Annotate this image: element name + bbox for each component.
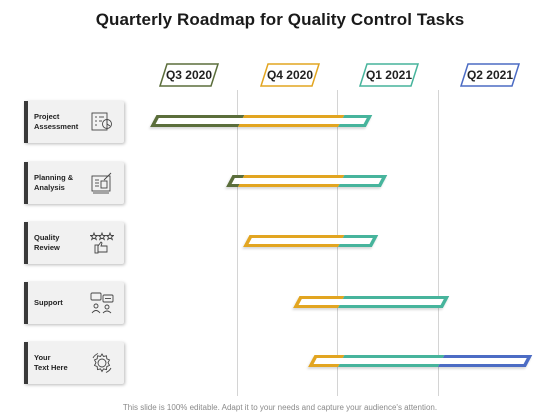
quarter-label: Q1 2021 <box>365 68 413 82</box>
timeline-bar-quality-review <box>243 235 379 247</box>
quarter-header-q4-2020: Q4 2020 <box>260 63 320 87</box>
quarter-label: Q2 2021 <box>466 68 514 82</box>
quarter-label: Q3 2020 <box>165 68 213 82</box>
task-label: Quality Review <box>34 233 60 252</box>
timeline-bar-project-assessment <box>150 115 373 127</box>
chat-people-icon <box>90 292 114 314</box>
gear-icon <box>92 353 112 373</box>
gridline-q4-2020 <box>237 90 238 396</box>
task-label: Support <box>34 298 63 307</box>
quarter-header-q2-2021: Q2 2021 <box>460 63 520 87</box>
quarter-header-q3-2020: Q3 2020 <box>159 63 219 87</box>
task-card-your-text-here: Your Text Here <box>24 342 124 384</box>
page-title: Quarterly Roadmap for Quality Control Ta… <box>95 10 465 29</box>
timeline-bar-your-text-here <box>308 355 533 367</box>
task-label: Project Assessment <box>34 112 79 131</box>
card-accent <box>24 282 28 324</box>
quarter-header-q1-2021: Q1 2021 <box>359 63 419 87</box>
task-label: Your Text Here <box>34 353 68 372</box>
card-accent <box>24 101 28 143</box>
card-accent <box>24 222 28 264</box>
timeline-bar-planning-analysis <box>226 175 388 187</box>
timeline-bar-support <box>293 296 450 308</box>
task-card-planning-analysis: Planning & Analysis <box>24 162 124 204</box>
task-card-support: Support <box>24 282 124 324</box>
gridline-q2-2021 <box>438 90 439 396</box>
task-card-project-assessment: Project Assessment <box>24 101 124 143</box>
thumbs-up-stars-icon <box>90 231 114 254</box>
task-label: Planning & Analysis <box>34 173 74 192</box>
report-icon <box>91 112 112 131</box>
card-accent <box>24 162 28 204</box>
task-card-quality-review: Quality Review <box>24 222 124 264</box>
planning-board-icon <box>91 172 112 194</box>
quarter-label: Q4 2020 <box>266 68 314 82</box>
card-accent <box>24 342 28 384</box>
footer-note: This slide is 100% editable. Adapt it to… <box>122 403 438 412</box>
